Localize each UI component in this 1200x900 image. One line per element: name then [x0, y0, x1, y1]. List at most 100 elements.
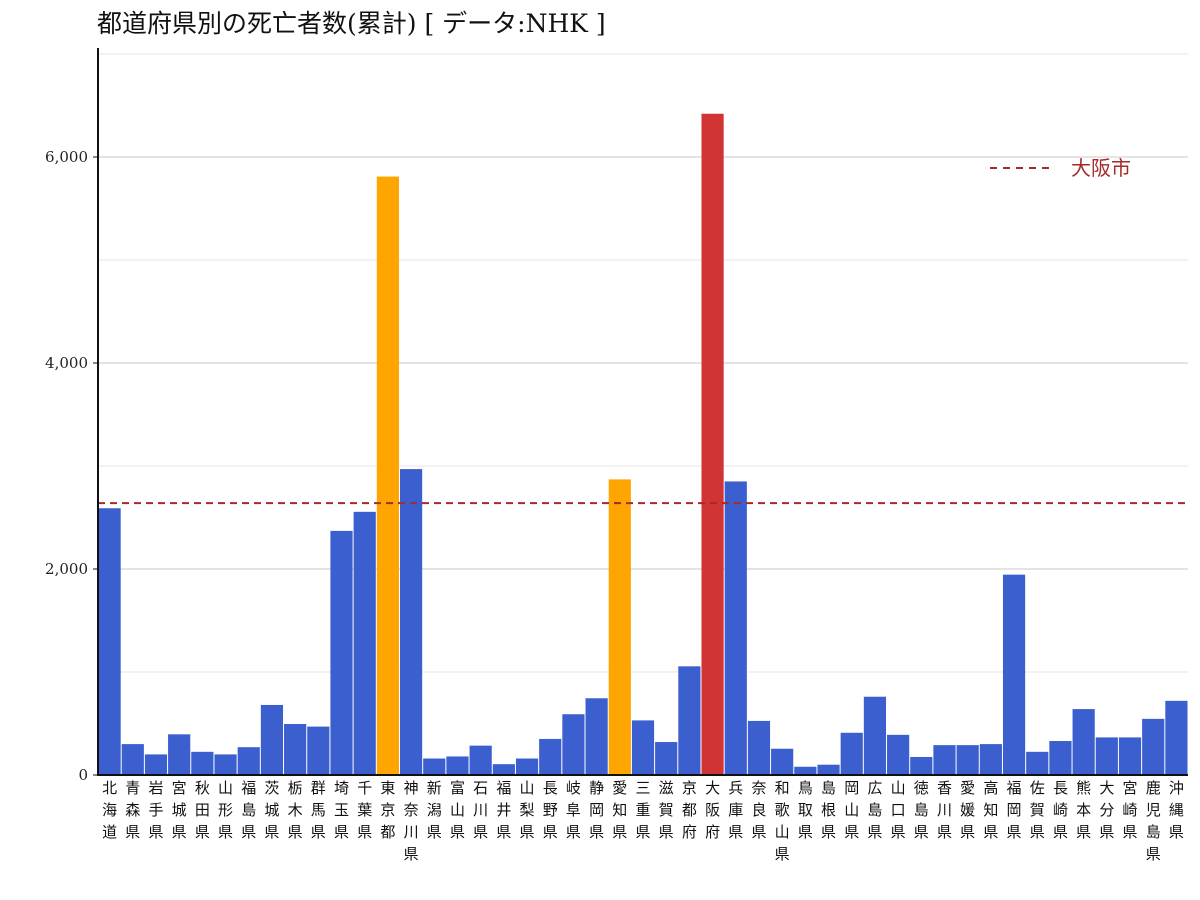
bar-富山県	[446, 756, 469, 775]
bar-大分県	[1095, 737, 1118, 775]
x-tick-label-佐賀県: 佐賀県	[1030, 779, 1045, 841]
x-tick-label-鳥取県: 鳥取県	[798, 779, 813, 841]
bar-山口県	[887, 734, 910, 775]
bar-沖縄県	[1165, 700, 1188, 775]
bar-神奈川県	[399, 469, 423, 775]
x-tick-label-青森県: 青森県	[125, 779, 140, 841]
y-tick-label: 6,000	[45, 148, 88, 166]
x-tick-label-栃木県: 栃木県	[288, 779, 303, 841]
x-tick-label-福岡県: 福岡県	[1007, 779, 1022, 841]
bar-三重県	[631, 720, 655, 775]
x-tick-label-福井県: 福井県	[496, 779, 511, 841]
x-tick-label-福島県: 福島県	[241, 779, 256, 841]
bars	[98, 113, 1188, 776]
x-tick-label-静岡県: 静岡県	[589, 779, 604, 841]
x-tick-label-和歌山県: 和歌山県	[775, 779, 790, 863]
bar-北海道	[98, 508, 121, 775]
bar-岐阜県	[562, 714, 585, 775]
x-tick-label-富山県: 富山県	[450, 779, 465, 841]
bar-山形県	[214, 754, 237, 775]
x-tick-label-岐阜県: 岐阜県	[566, 779, 581, 841]
x-tick-label-長崎県: 長崎県	[1053, 779, 1068, 841]
bar-奈良県	[747, 720, 771, 775]
bar-鳥取県	[794, 766, 817, 775]
x-tick-label-愛媛県: 愛媛県	[960, 779, 975, 841]
bar-福岡県	[1002, 574, 1026, 775]
x-tick-label-埼玉県: 埼玉県	[334, 779, 349, 841]
bar-埼玉県	[330, 530, 353, 775]
bar-兵庫県	[724, 481, 747, 775]
x-tick-label-奈良県: 奈良県	[751, 779, 766, 841]
bar-香川県	[933, 745, 956, 775]
x-tick-label-山梨県: 山梨県	[520, 779, 535, 841]
x-tick-label-宮城県: 宮城県	[172, 779, 187, 841]
gridlines	[98, 53, 1188, 673]
bar-東京都	[376, 176, 399, 775]
bar-広島県	[863, 696, 887, 775]
x-tick-label-大分県: 大分県	[1099, 779, 1114, 841]
x-tick-label-広島県: 広島県	[867, 779, 882, 841]
x-tick-label-島根県: 島根県	[821, 779, 836, 841]
x-tick-label-熊本県: 熊本県	[1076, 779, 1091, 841]
bar-千葉県	[353, 511, 376, 775]
bar-岡山県	[840, 732, 863, 775]
bar-滋賀県	[655, 742, 678, 775]
bar-宮崎県	[1118, 737, 1142, 775]
bar-京都府	[678, 666, 701, 775]
legend-label: 大阪市	[1071, 156, 1131, 180]
bar-佐賀県	[1026, 751, 1049, 775]
x-tick-label-岩手県: 岩手県	[148, 779, 163, 841]
x-category-labels: 北海道青森県岩手県宮城県秋田県山形県福島県茨城県栃木県群馬県埼玉県千葉県東京都神…	[102, 779, 1184, 863]
bar-熊本県	[1072, 709, 1095, 775]
bar-茨城県	[260, 704, 284, 775]
x-tick-label-東京都: 東京都	[380, 779, 395, 841]
bar-和歌山県	[771, 748, 794, 775]
bar-宮城県	[168, 734, 191, 775]
x-tick-label-京都府: 京都府	[682, 779, 697, 841]
x-tick-label-千葉県: 千葉県	[357, 779, 372, 841]
x-tick-label-秋田県: 秋田県	[195, 779, 210, 841]
x-tick-label-香川県: 香川県	[937, 779, 952, 841]
bar-徳島県	[910, 756, 933, 775]
x-tick-label-新潟県: 新潟県	[427, 779, 442, 841]
bar-石川県	[469, 745, 492, 775]
x-tick-label-群馬県: 群馬県	[311, 779, 326, 841]
bar-秋田県	[191, 751, 214, 775]
legend: 大阪市	[990, 156, 1131, 180]
bar-高知県	[979, 744, 1002, 775]
bar-愛媛県	[956, 745, 979, 775]
x-tick-label-滋賀県: 滋賀県	[659, 779, 674, 841]
y-tick-label: 0	[78, 766, 88, 784]
x-tick-label-兵庫県: 兵庫県	[728, 779, 743, 841]
x-tick-label-愛知県: 愛知県	[612, 779, 627, 841]
y-tick-label: 2,000	[45, 560, 88, 578]
x-tick-label-長野県: 長野県	[543, 779, 558, 841]
bar-静岡県	[585, 698, 608, 775]
bar-福島県	[237, 747, 260, 775]
x-tick-label-山形県: 山形県	[218, 779, 233, 841]
bar-愛知県	[608, 479, 631, 775]
x-tick-label-大阪府: 大阪府	[705, 779, 720, 841]
x-tick-label-北海道: 北海道	[102, 779, 117, 841]
x-tick-label-宮崎県: 宮崎県	[1123, 779, 1138, 841]
bar-鹿児島県	[1142, 718, 1165, 775]
x-tick-label-三重県: 三重県	[635, 779, 650, 841]
x-tick-label-鹿児島県: 鹿児島県	[1146, 779, 1161, 863]
x-tick-label-高知県: 高知県	[983, 779, 998, 841]
bar-島根県	[817, 764, 840, 775]
x-tick-label-茨城県: 茨城県	[264, 779, 279, 841]
bar-山梨県	[515, 758, 539, 775]
bar-大阪府	[701, 113, 724, 776]
bar-新潟県	[423, 758, 446, 775]
x-tick-label-岡山県: 岡山県	[844, 779, 859, 841]
bar-長野県	[539, 738, 562, 775]
x-tick-label-神奈川県: 神奈川県	[404, 779, 419, 863]
chart-title: 都道府県別の死亡者数(累計) [ データ:NHK ]	[97, 9, 606, 38]
bar-群馬県	[307, 726, 330, 775]
bar-岩手県	[144, 754, 168, 775]
bar-長崎県	[1049, 741, 1072, 775]
y-tick-label: 4,000	[45, 354, 88, 372]
x-tick-label-徳島県: 徳島県	[914, 779, 929, 841]
y-tick-labels: 0 2,000 4,000 6,000	[45, 148, 98, 784]
